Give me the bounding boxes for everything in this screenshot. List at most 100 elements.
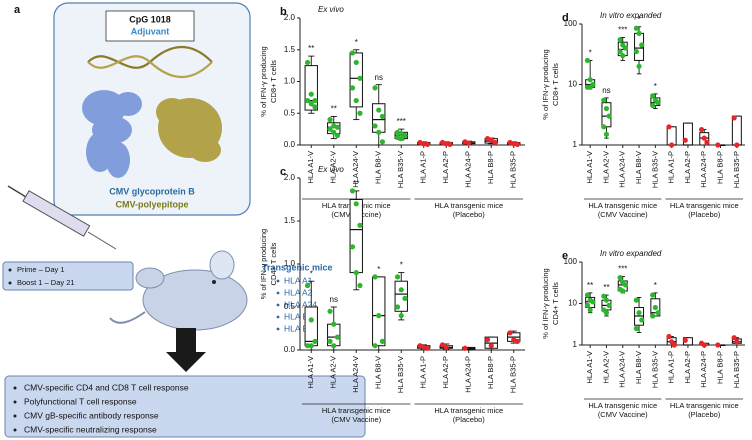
group-label: HLA transgenic mice bbox=[588, 401, 657, 410]
data-point bbox=[353, 97, 359, 104]
data-point bbox=[327, 308, 333, 314]
mice-title: Transgenic mice bbox=[262, 262, 333, 272]
data-point bbox=[650, 93, 656, 99]
data-point bbox=[655, 100, 661, 106]
panel-label: e bbox=[562, 250, 568, 262]
group-label: HLA transgenic mice bbox=[588, 201, 657, 210]
glycoprotein bbox=[82, 90, 142, 178]
panel-title: In vitro expanded bbox=[600, 11, 662, 20]
y-tick-label: 1.0 bbox=[284, 77, 296, 86]
y-tick-label: 1.5 bbox=[284, 45, 296, 54]
x-tick-label: HLA B35-P bbox=[732, 151, 741, 188]
data-point bbox=[601, 124, 607, 130]
significance: *** bbox=[618, 265, 627, 274]
y-tick-label: 2.0 bbox=[284, 13, 296, 22]
data-point bbox=[394, 304, 401, 310]
bullet bbox=[276, 315, 280, 319]
x-tick-label: HLA A2-P bbox=[441, 151, 450, 184]
significance: * bbox=[654, 281, 657, 290]
y-axis-label: CD4+ T cells bbox=[551, 282, 560, 325]
data-point bbox=[443, 344, 449, 351]
data-point bbox=[603, 105, 610, 112]
data-point bbox=[652, 304, 658, 311]
bullet bbox=[13, 414, 17, 418]
data-point bbox=[603, 310, 610, 316]
significance: ** bbox=[603, 283, 609, 292]
data-point bbox=[304, 282, 311, 289]
group-sublabel: (CMV Vaccine) bbox=[598, 410, 648, 419]
y-axis-label: % of IFN-γ producing bbox=[541, 49, 550, 119]
antigen: CMV-polyepitope bbox=[115, 199, 188, 209]
significance: * bbox=[355, 38, 358, 47]
data-point bbox=[636, 30, 642, 36]
data-point bbox=[331, 129, 337, 135]
data-point bbox=[606, 302, 612, 308]
data-point bbox=[617, 37, 623, 43]
data-point bbox=[327, 117, 333, 123]
data-point bbox=[639, 317, 645, 323]
data-point bbox=[357, 282, 363, 289]
x-tick-label: HLA B35-V bbox=[396, 151, 405, 188]
data-point bbox=[655, 310, 661, 316]
data-point bbox=[514, 338, 521, 344]
data-point bbox=[587, 307, 593, 313]
data-point bbox=[682, 337, 688, 343]
box bbox=[394, 280, 408, 312]
x-tick-label: HLA B8-P bbox=[486, 356, 495, 389]
x-tick-label: HLA A2-V bbox=[329, 356, 338, 389]
x-tick-label: HLA A1-V bbox=[306, 151, 315, 184]
group-sublabel: (Placebo) bbox=[688, 410, 721, 419]
significance: * bbox=[637, 15, 640, 24]
data-point bbox=[488, 343, 494, 349]
readout: CMV-specific CD4 and CD8 T cell response bbox=[24, 382, 189, 392]
panel-label: b bbox=[280, 6, 287, 18]
y-tick-label: 1 bbox=[573, 140, 578, 149]
strain: HLA A2 bbox=[284, 287, 313, 297]
data-point bbox=[636, 310, 642, 316]
x-tick-label: HLA B8-P bbox=[486, 151, 495, 184]
data-point bbox=[492, 139, 498, 146]
readout: CMV-specific neutralizing response bbox=[24, 424, 157, 434]
bullet bbox=[13, 400, 17, 404]
data-point bbox=[372, 123, 378, 129]
panel-label: a bbox=[14, 4, 21, 16]
significance: ** bbox=[587, 281, 593, 290]
data-point bbox=[484, 337, 491, 343]
data-point bbox=[622, 45, 629, 51]
bullet bbox=[13, 386, 17, 390]
group-sublabel: (Placebo) bbox=[688, 210, 721, 219]
data-point bbox=[698, 126, 705, 133]
x-tick-label: HLA B8-P bbox=[716, 351, 725, 384]
significance: * bbox=[377, 265, 380, 274]
data-point bbox=[312, 97, 318, 104]
x-tick-label: HLA A2-V bbox=[601, 151, 610, 184]
data-point bbox=[601, 97, 607, 103]
data-point bbox=[349, 244, 356, 250]
data-point bbox=[636, 63, 642, 69]
x-tick-label: HLA A2-V bbox=[329, 151, 338, 184]
x-tick-label: HLA B8-V bbox=[634, 351, 643, 384]
x-tick-label: HLA A24-V bbox=[351, 356, 360, 393]
panel-title: Ex vivo bbox=[318, 5, 344, 14]
significance: ** bbox=[308, 44, 314, 53]
data-point bbox=[379, 338, 386, 344]
data-point bbox=[734, 339, 740, 345]
data-point bbox=[669, 142, 675, 148]
data-point bbox=[376, 129, 382, 135]
x-tick-label: HLA A2-P bbox=[683, 351, 692, 384]
data-point bbox=[394, 274, 401, 280]
data-point bbox=[584, 302, 591, 308]
bullet bbox=[13, 428, 17, 432]
data-point bbox=[617, 275, 623, 281]
antigen: CMV glycoprotein B bbox=[109, 186, 195, 196]
data-point bbox=[620, 53, 626, 59]
significance: *** bbox=[397, 117, 406, 126]
data-point bbox=[587, 84, 593, 90]
data-point bbox=[372, 274, 378, 280]
x-tick-label: HLA A1-P bbox=[419, 356, 428, 389]
data-point bbox=[376, 313, 382, 319]
data-point bbox=[704, 139, 710, 146]
data-point bbox=[488, 137, 494, 143]
data-point bbox=[590, 299, 596, 305]
